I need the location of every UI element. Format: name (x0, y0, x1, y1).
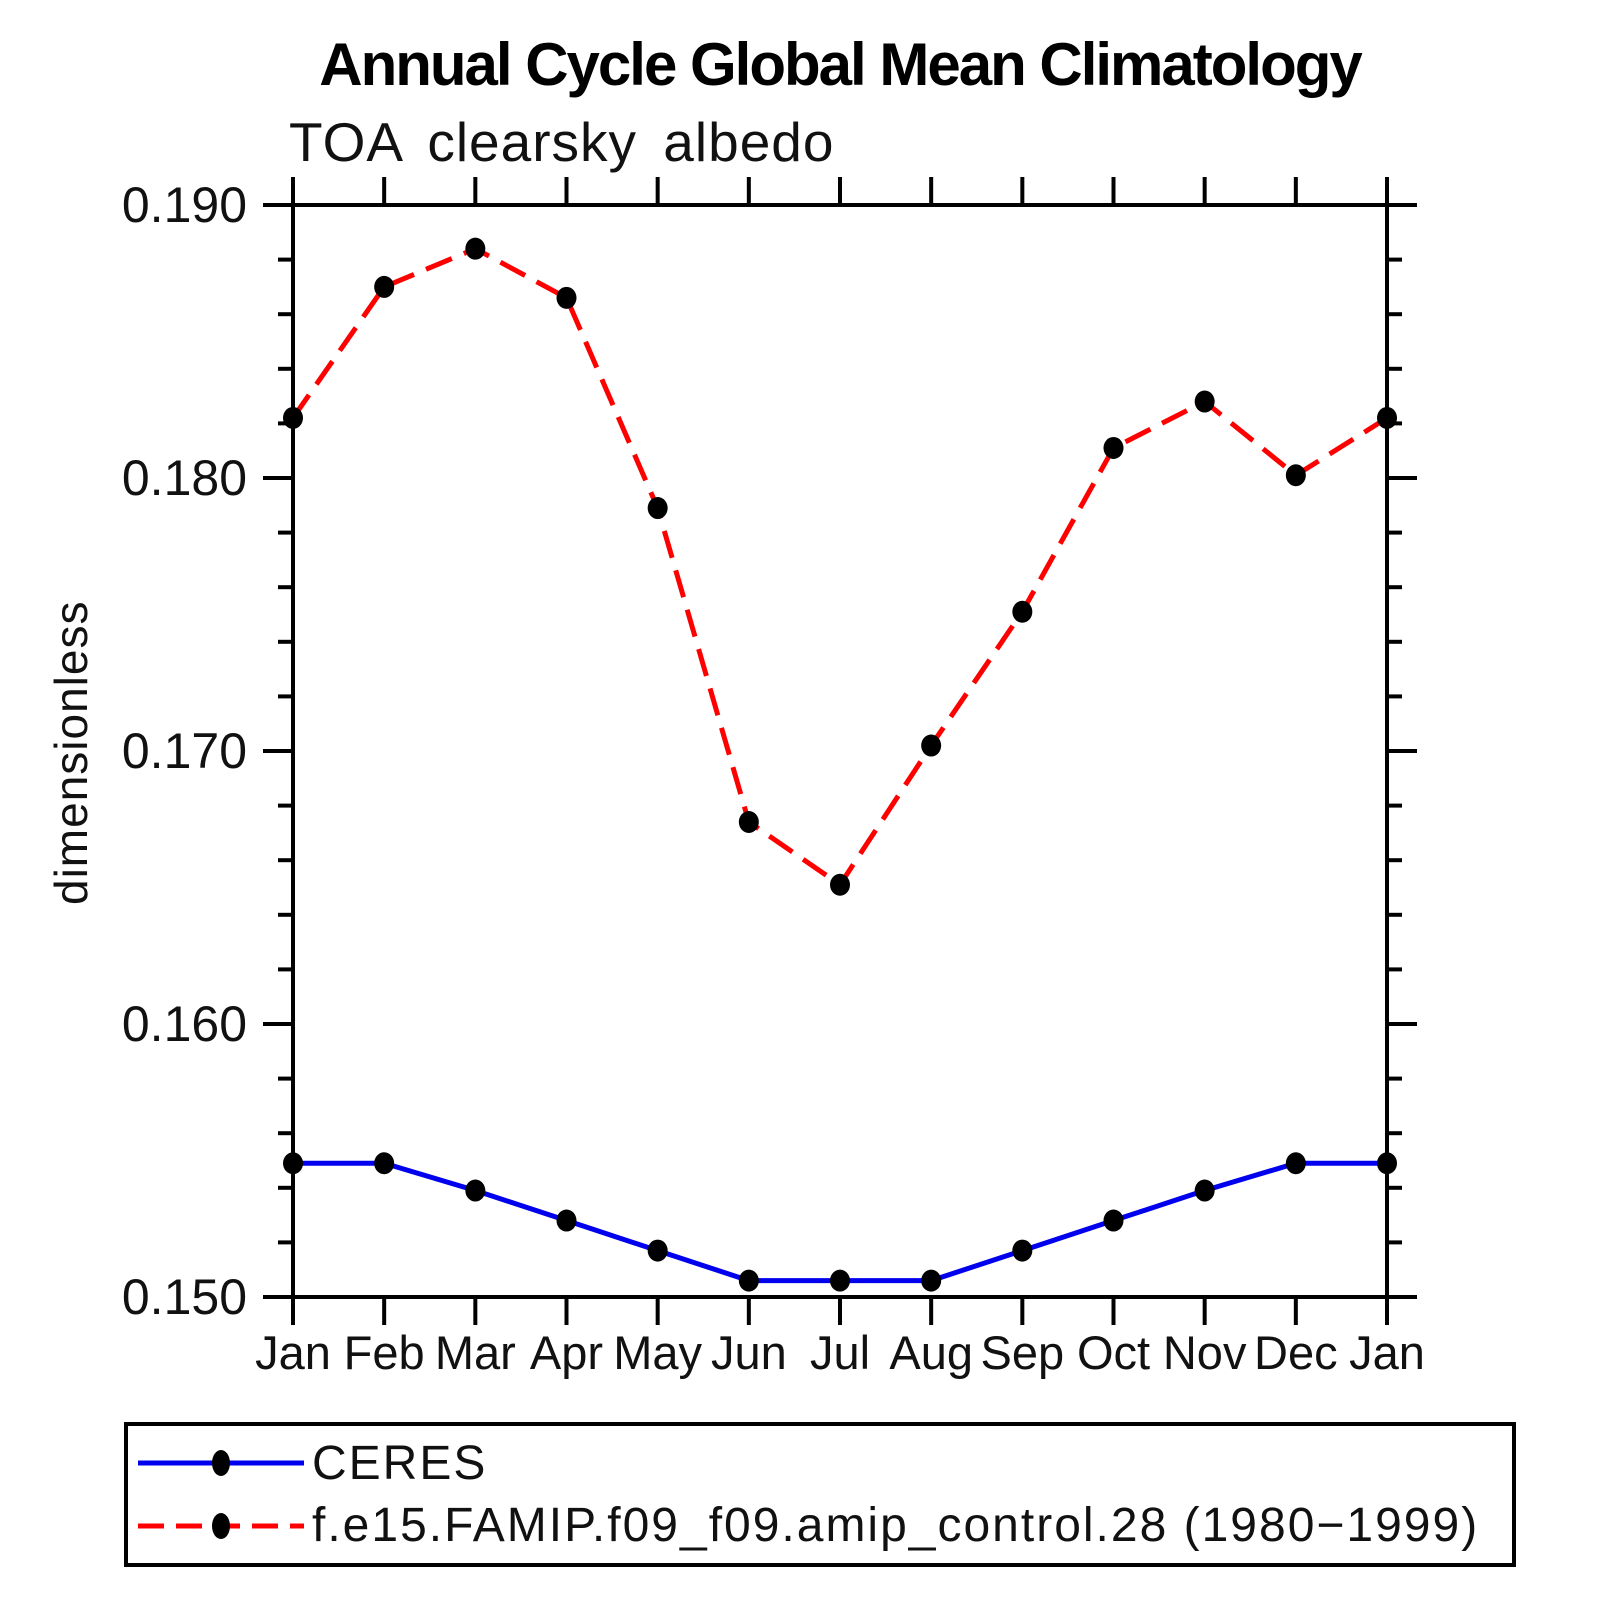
x-axis-tick-label: Jun (711, 1326, 787, 1379)
data-point-marker (465, 237, 486, 260)
legend-label: CERES (312, 1436, 488, 1490)
x-axis-tick-label: Jul (810, 1326, 870, 1379)
x-axis-tick-label: Mar (435, 1326, 516, 1379)
data-point-marker (374, 1152, 395, 1175)
chart-subtitle: TOA clearsky albedo (289, 111, 835, 173)
data-point-marker (1285, 1152, 1306, 1175)
data-point-marker (1194, 1179, 1215, 1202)
legend-line-sample (138, 1512, 304, 1539)
data-point-marker (465, 1179, 486, 1202)
legend-item: f.e15.FAMIP.f09_f09.amip_control.28 (198… (128, 1498, 1512, 1554)
data-point-marker (1103, 436, 1124, 459)
x-axis-tick-label: Apr (530, 1326, 603, 1379)
x-axis-tick-label: May (613, 1326, 702, 1379)
legend-marker-dot (212, 1512, 230, 1539)
data-point-marker (738, 810, 759, 833)
x-axis-tick-label: Sep (981, 1326, 1065, 1379)
y-axis-tick-label: 0.180 (122, 450, 247, 506)
x-axis-tick-label: Dec (1254, 1326, 1338, 1379)
data-point-marker (1285, 464, 1306, 487)
data-point-marker (1377, 406, 1397, 429)
data-point-marker (1012, 1239, 1033, 1262)
data-point-marker (830, 1269, 850, 1292)
y-axis-tick-label: 0.190 (122, 177, 247, 233)
y-axis-tick-label: 0.160 (122, 996, 247, 1052)
legend-marker-dot (212, 1450, 230, 1477)
data-point-marker (921, 734, 942, 757)
data-point-marker (374, 275, 395, 298)
data-point-marker (1194, 390, 1215, 413)
y-axis-tick-label: 0.150 (122, 1269, 247, 1325)
y-axis-tick-label: 0.170 (122, 723, 247, 779)
data-point-marker (1377, 1152, 1397, 1175)
x-axis-tick-label: Feb (344, 1326, 425, 1379)
chart-title: Annual Cycle Global Mean Climatology (319, 31, 1363, 98)
data-point-marker (921, 1269, 942, 1292)
data-point-marker (738, 1269, 759, 1292)
x-axis-tick-label: Nov (1163, 1326, 1247, 1379)
legend-item: CERES (128, 1435, 1512, 1491)
data-point-marker (647, 497, 668, 520)
x-axis-tick-label: Oct (1077, 1326, 1150, 1379)
data-point-marker (647, 1239, 668, 1262)
data-point-marker (1103, 1209, 1124, 1232)
legend-line-sample (138, 1450, 304, 1477)
legend-label: f.e15.FAMIP.f09_f09.amip_control.28 (198… (312, 1499, 1480, 1553)
data-point-marker (283, 406, 303, 429)
data-point-marker (1012, 600, 1033, 623)
data-point-marker (283, 1152, 303, 1175)
data-point-marker (830, 873, 850, 896)
x-axis-tick-label: Jan (1349, 1326, 1425, 1379)
legend-box: CERES f.e15.FAMIP.f09_f09.amip_control.28… (124, 1422, 1516, 1567)
data-point-marker (556, 1209, 577, 1232)
series-line-model (290, 245, 1389, 889)
axis-frame (291, 203, 1389, 1299)
series-line-ceres (293, 1160, 1387, 1284)
x-axis-tick-label: Aug (889, 1326, 973, 1379)
x-axis-tick-label: Jan (255, 1326, 331, 1379)
data-point-marker (556, 286, 577, 309)
